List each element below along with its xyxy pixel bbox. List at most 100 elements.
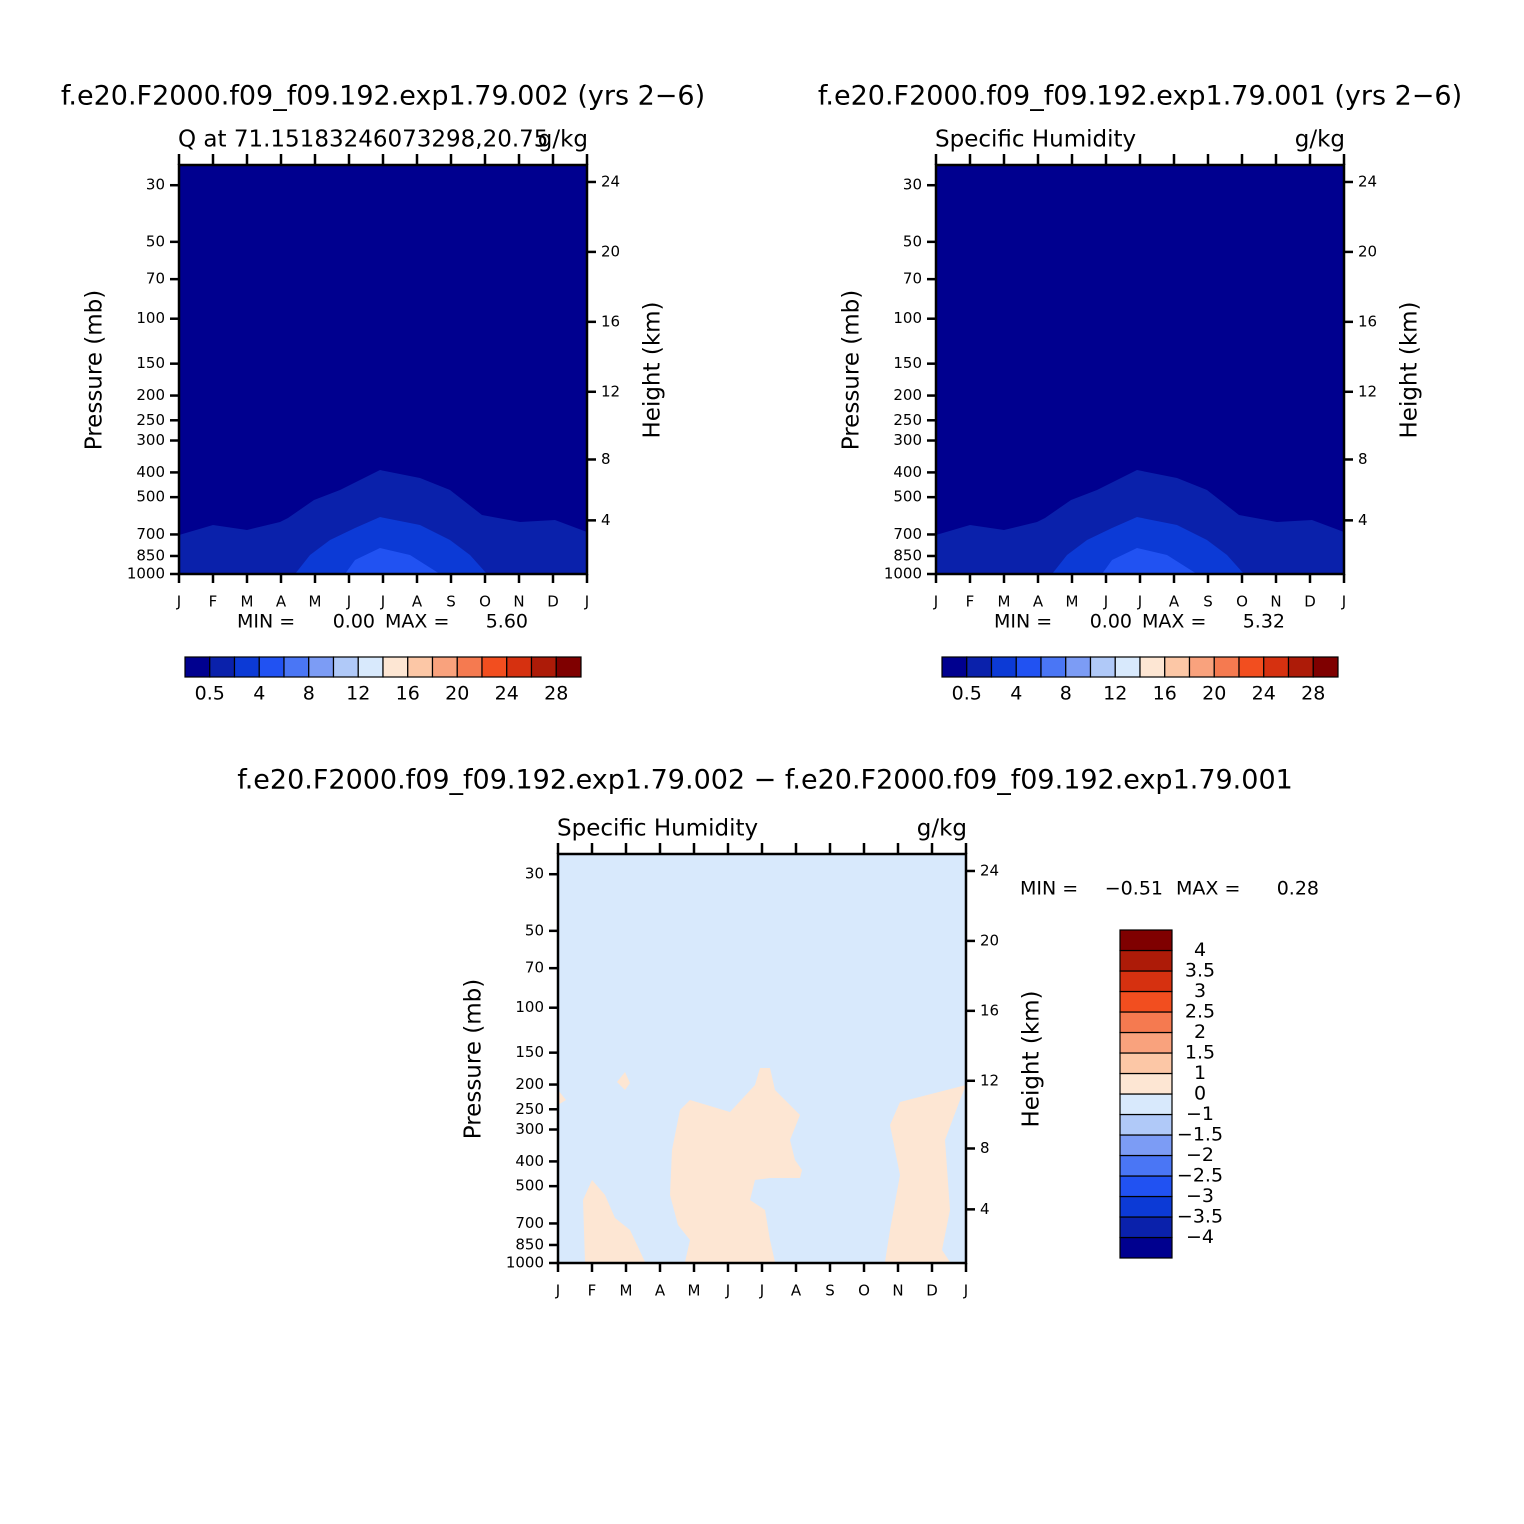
colorbar-label: 28 (544, 683, 568, 705)
colorbar-box (1263, 656, 1290, 678)
colorbar-label: −1 (1186, 1103, 1214, 1125)
colorbar-box (1119, 970, 1173, 993)
colorbar-label: −3.5 (1177, 1206, 1223, 1228)
colorbar-box (1040, 656, 1067, 678)
stats-text: MIN = (237, 611, 295, 633)
y-tick-label: 850 (893, 546, 922, 564)
stats-text: MAX = (1142, 611, 1206, 633)
y-tick-label: 1000 (884, 565, 922, 583)
right-subtitle: g/kg (917, 816, 967, 842)
x-tick-label: J (346, 593, 351, 611)
chart-title: f.e20.F2000.f09_f09.192.exp1.79.001 (yrs… (818, 81, 1462, 112)
stats-text: 5.60 (486, 611, 528, 633)
y-tick-label: 150 (515, 1043, 544, 1061)
x-tick-label: S (446, 593, 456, 611)
colorbar-label: 2.5 (1185, 1001, 1215, 1023)
y-tick-label: 100 (893, 309, 922, 327)
stats-text: 5.32 (1243, 611, 1285, 633)
x-tick-label: D (1304, 593, 1316, 611)
contour-fill (1052, 517, 1244, 574)
y-axis-label: Pressure (mb) (839, 290, 865, 450)
x-tick-label: M (241, 593, 254, 611)
y2-tick-label: 16 (601, 312, 620, 330)
colorbar-box (1213, 656, 1240, 678)
x-tick-label: O (858, 1282, 870, 1300)
x-tick-label: J (725, 1282, 730, 1300)
y2-tick-label: 4 (980, 1200, 990, 1218)
contour-fill (670, 1068, 802, 1262)
left-subtitle: Specific Humidity (935, 127, 1136, 153)
colorbar-box (1119, 1175, 1173, 1198)
colorbar-label: −1.5 (1177, 1124, 1223, 1146)
colorbar-label: 24 (495, 683, 519, 705)
colorbar-box (555, 656, 582, 678)
y-tick-label: 300 (515, 1120, 544, 1138)
colorbar-label: 4 (253, 683, 265, 705)
stats-text: 0.00 (333, 611, 375, 633)
colorbar-box (209, 656, 236, 678)
y2-tick-label: 16 (1358, 312, 1377, 330)
stats-text: 0.28 (1277, 878, 1319, 900)
y2-axis-label: Height (km) (1397, 301, 1423, 438)
y-tick-label: 250 (893, 411, 922, 429)
colorbar-box (941, 656, 968, 678)
colorbar-box (1065, 656, 1092, 678)
y-tick-label: 100 (515, 998, 544, 1016)
y-tick-label: 850 (515, 1235, 544, 1253)
y-tick-label: 700 (136, 525, 165, 543)
x-tick-label: J (380, 593, 385, 611)
colorbar-label: 4 (1194, 939, 1206, 961)
stats-text: −0.51 (1105, 878, 1163, 900)
x-tick-label: M (1066, 593, 1079, 611)
colorbar-label: −2.5 (1177, 1165, 1223, 1187)
colorbar-box (1119, 1134, 1173, 1157)
y2-tick-label: 20 (601, 242, 620, 260)
colorbar-box (1312, 656, 1339, 678)
y2-tick-label: 8 (1358, 450, 1368, 468)
x-tick-label: M (688, 1282, 701, 1300)
left-subtitle: Q at 71.15183246073298,20.75 (178, 127, 548, 153)
colorbar-box (1114, 656, 1141, 678)
y2-tick-label: 4 (1358, 511, 1368, 529)
y-tick-label: 400 (893, 463, 922, 481)
y2-tick-label: 8 (601, 450, 611, 468)
chart: f.e20.F2000.f09_f09.192.exp1.79.001 (yrs… (818, 81, 1462, 705)
x-tick-label: N (1270, 593, 1281, 611)
y-tick-label: 400 (515, 1152, 544, 1170)
y-tick-label: 300 (136, 431, 165, 449)
y2-axis-label: Height (km) (1019, 990, 1045, 1127)
colorbar-box (966, 656, 993, 678)
x-tick-label: J (963, 1282, 968, 1300)
colorbar-label: 12 (1103, 683, 1127, 705)
y-tick-label: 70 (146, 270, 165, 288)
colorbar-label: 1 (1194, 1062, 1206, 1084)
x-tick-label: F (209, 593, 218, 611)
colorbar-box (456, 656, 483, 678)
y-tick-label: 700 (515, 1214, 544, 1232)
colorbar-box (382, 656, 409, 678)
colorbar-label: −4 (1186, 1226, 1214, 1248)
x-tick-label: A (412, 593, 423, 611)
colorbar-box (1089, 656, 1116, 678)
y-tick-label: 250 (136, 411, 165, 429)
colorbar-box (1119, 1052, 1173, 1075)
contour-fill (617, 1072, 630, 1090)
contour-fill (345, 548, 440, 574)
y-tick-label: 70 (903, 270, 922, 288)
y-tick-label: 150 (893, 354, 922, 372)
colorbar-label: 0.5 (952, 683, 982, 705)
x-tick-label: J (176, 593, 181, 611)
colorbar-box (1119, 1031, 1173, 1054)
y-tick-label: 500 (136, 488, 165, 506)
colorbar-box (1119, 1072, 1173, 1095)
colorbar-label: 12 (346, 683, 370, 705)
colorbar-box (1119, 1113, 1173, 1136)
y-tick-label: 1000 (506, 1254, 544, 1272)
x-tick-label: D (926, 1282, 938, 1300)
x-tick-label: N (513, 593, 524, 611)
chart: f.e20.F2000.f09_f09.192.exp1.79.002 − f.… (237, 765, 1319, 1300)
y2-tick-label: 12 (601, 382, 620, 400)
x-tick-label: A (655, 1282, 666, 1300)
colorbar-box (1119, 1011, 1173, 1034)
y2-tick-label: 4 (601, 511, 611, 529)
